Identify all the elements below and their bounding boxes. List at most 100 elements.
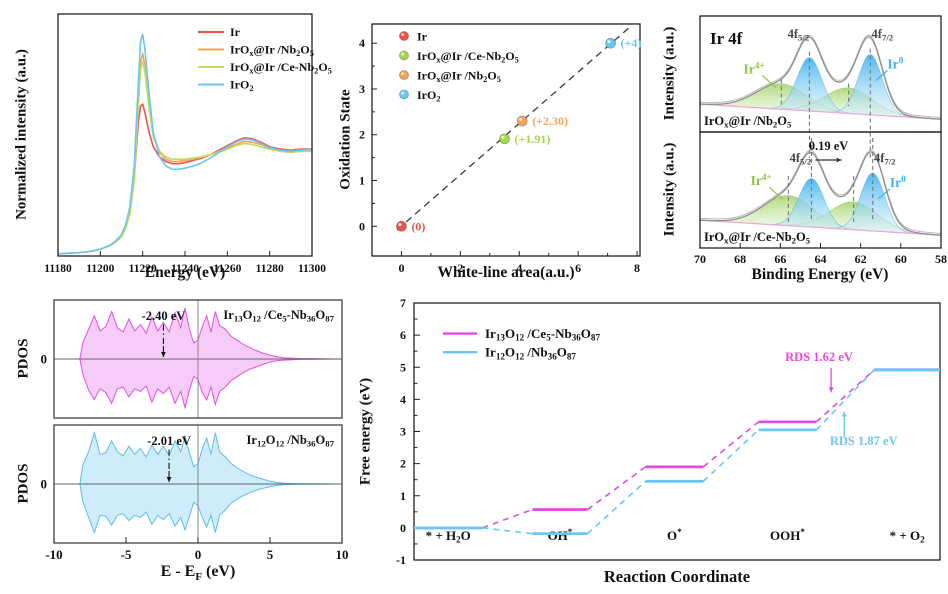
svg-text:64: 64	[815, 252, 827, 266]
xanes-plot: 11180 11200 11220 11240 11260 11280 11300 Ir IrO…	[44, 13, 332, 275]
panel-pdos: PDOS PDOS 0 0 -10 -5 0 5 10 Ir13O12 /Ce5-Nb36O8…	[6, 292, 350, 590]
svg-text:IrOx@Ir /Ce-Nb2O5: IrOx@Ir /Ce-Nb2O5	[417, 49, 519, 64]
xanes-axes: 11180 11200 11220 11240 11260 11280 11300	[44, 13, 326, 275]
svg-text:IrOx@Ir /Nb2O5: IrOx@Ir /Nb2O5	[704, 114, 792, 130]
panel-xanes: Normalized intensity (a.u.) 11180 11200 11…	[6, 4, 332, 290]
free-energy-x-axis-label: Reaction Coordinate	[603, 567, 751, 586]
svg-text:11300: 11300	[298, 263, 326, 275]
svg-text:11220: 11220	[129, 263, 157, 275]
svg-text:11240: 11240	[171, 263, 199, 275]
svg-text:OOH*: OOH*	[770, 527, 805, 543]
svg-text:2: 2	[400, 457, 406, 471]
svg-text:Ir4+: Ir4+	[744, 61, 765, 76]
panel-xps: Intensity (a.u.) Intensity (a.u.) 4f5/2 4…	[660, 4, 948, 290]
svg-text:-5: -5	[121, 547, 132, 562]
xps-annotations: 4f5/2 4f7/2 Ir0 Ir4+ IrOx@Ir /Nb2O5 4f5/2 4f7/…	[704, 27, 906, 246]
svg-text:4: 4	[516, 261, 522, 275]
svg-text:0: 0	[41, 477, 48, 492]
svg-text:0: 0	[41, 352, 48, 367]
svg-text:4f5/2: 4f5/2	[788, 27, 810, 43]
svg-text:68: 68	[734, 252, 746, 266]
svg-text:Ir12O12 /Nb36O87: Ir12O12 /Nb36O87	[247, 433, 335, 449]
svg-text:70: 70	[694, 252, 706, 266]
free-energy-plot: -1 0 1 2 3 4 5 6 7 * + H2O OH* O* OOH* * + O2 Ir13O12 …	[396, 296, 941, 567]
svg-text:Ir0: Ir0	[890, 175, 906, 190]
svg-text:3: 3	[400, 425, 406, 439]
free-energy-legend: Ir13O12 /Ce5-Nb36O87 Ir12O12 /Nb36O87	[442, 326, 600, 362]
svg-text:IrOx@Ir /Ce-Nb2O5: IrOx@Ir /Ce-Nb2O5	[230, 60, 332, 75]
svg-text:* + O2: * + O2	[890, 528, 926, 545]
svg-text:66: 66	[774, 252, 786, 266]
svg-text:Ir0: Ir0	[887, 56, 903, 71]
svg-text:60: 60	[895, 252, 907, 266]
oxidation-axes: 0 2 4 6 8 0 1 2 3 4	[359, 23, 641, 275]
svg-text:2: 2	[457, 261, 463, 275]
svg-text:0.19 eV: 0.19 eV	[809, 139, 849, 153]
pdos-x-axis-label: E - EF (eV)	[160, 563, 236, 584]
svg-text:-1: -1	[396, 553, 406, 567]
svg-text:* + H2O: * + H2O	[426, 528, 471, 545]
panel-free-energy: Free energy (eV) -1 0 1 2 3 4 5 6 7 * + H2O OH* O* O…	[352, 292, 948, 594]
svg-text:-2.40 eV: -2.40 eV	[142, 309, 186, 323]
svg-text:Ir: Ir	[230, 25, 241, 39]
svg-text:(+2.30): (+2.30)	[532, 114, 568, 128]
svg-text:Ir4+: Ir4+	[751, 173, 772, 188]
svg-text:6: 6	[575, 261, 581, 275]
svg-text:58: 58	[935, 252, 947, 266]
svg-text:IrOx@Ir /Nb2O5: IrOx@Ir /Nb2O5	[417, 69, 501, 84]
svg-text:11260: 11260	[213, 263, 241, 275]
svg-text:Ir 4f: Ir 4f	[710, 29, 743, 48]
svg-text:10: 10	[336, 547, 349, 562]
svg-text:RDS 1.62 eV: RDS 1.62 eV	[785, 350, 853, 364]
svg-text:IrOx@Ir /Ce-Nb2O5: IrOx@Ir /Ce-Nb2O5	[704, 230, 811, 246]
svg-text:11280: 11280	[256, 263, 284, 275]
svg-text:O*: O*	[667, 527, 682, 543]
svg-text:Ir13O12 /Ce5-Nb36O87: Ir13O12 /Ce5-Nb36O87	[485, 326, 600, 343]
pdos-axes: 0 0 -10 -5 0 5 10	[41, 299, 349, 562]
xanes-x-axis-label: Energy (eV)	[144, 264, 226, 281]
svg-text:-2.01 eV: -2.01 eV	[147, 434, 191, 448]
svg-text:11180: 11180	[44, 263, 72, 275]
svg-text:0: 0	[359, 219, 365, 233]
svg-text:RDS 1.87 eV: RDS 1.87 eV	[830, 434, 898, 448]
svg-text:2: 2	[359, 128, 365, 142]
svg-text:3: 3	[359, 82, 365, 96]
svg-text:1: 1	[400, 489, 406, 503]
svg-text:4: 4	[400, 392, 406, 406]
pdos-annotations: Ir13O12 /Ce5-Nb36O87 -2.40 eV Ir12O12 /Nb3…	[142, 308, 335, 482]
xps-spectra	[699, 34, 942, 236]
svg-text:1: 1	[359, 173, 365, 187]
oxidation-x-axis-label: White-line area(a.u.)	[437, 264, 575, 281]
pdos-curves	[54, 300, 343, 543]
free-energy-annotations: RDS 1.62 eV RDS 1.87 eV	[785, 350, 897, 448]
xanes-legend: Ir IrOx@Ir /Nb2O5 IrOx@Ir /Ce-Nb2O5 IrO2	[198, 25, 332, 93]
xps-axes: Ir 4f 70 68 66 64 62 60 58	[694, 15, 947, 266]
svg-text:7: 7	[400, 296, 406, 310]
xanes-curves	[57, 33, 313, 255]
svg-text:5: 5	[267, 547, 274, 562]
svg-text:IrO2: IrO2	[230, 78, 254, 93]
svg-text:-10: -10	[45, 547, 62, 562]
svg-text:4f7/2: 4f7/2	[872, 27, 894, 43]
oxidation-state-plot: 0 2 4 6 8 0 1 2 3 4 (0) (+1.91) (+2.30) (+4) Ir IrOx@Ir…	[359, 23, 642, 275]
free-energy-axes: -1 0 1 2 3 4 5 6 7 * + H2O OH* O* OOH* * + O2	[396, 296, 941, 567]
svg-text:6: 6	[400, 328, 406, 342]
panel-oxidation-state: Oxidation State 0 2 4 6 8 0 1 2 3 4 (0) (+1.91) (+2.…	[332, 4, 658, 290]
svg-text:Ir13O12 /Ce5-Nb36O87: Ir13O12 /Ce5-Nb36O87	[223, 308, 334, 324]
svg-text:4f7/2: 4f7/2	[874, 151, 896, 167]
svg-text:0: 0	[398, 261, 404, 275]
free-energy-steps	[414, 368, 940, 536]
svg-text:8: 8	[634, 261, 640, 275]
svg-text:IrOx@Ir /Nb2O5: IrOx@Ir /Nb2O5	[230, 43, 314, 58]
svg-text:(+1.91): (+1.91)	[515, 132, 551, 146]
svg-text:5: 5	[400, 360, 406, 374]
svg-text:4f5/2: 4f5/2	[790, 151, 812, 167]
svg-text:Ir12O12 /Nb36O87: Ir12O12 /Nb36O87	[485, 345, 576, 362]
svg-text:0: 0	[400, 521, 406, 535]
svg-text:Ir: Ir	[417, 30, 428, 44]
svg-text:(+4): (+4)	[621, 36, 642, 50]
svg-text:IrO2: IrO2	[417, 88, 441, 103]
oxidation-points: (0) (+1.91) (+2.30) (+4)	[396, 26, 642, 233]
